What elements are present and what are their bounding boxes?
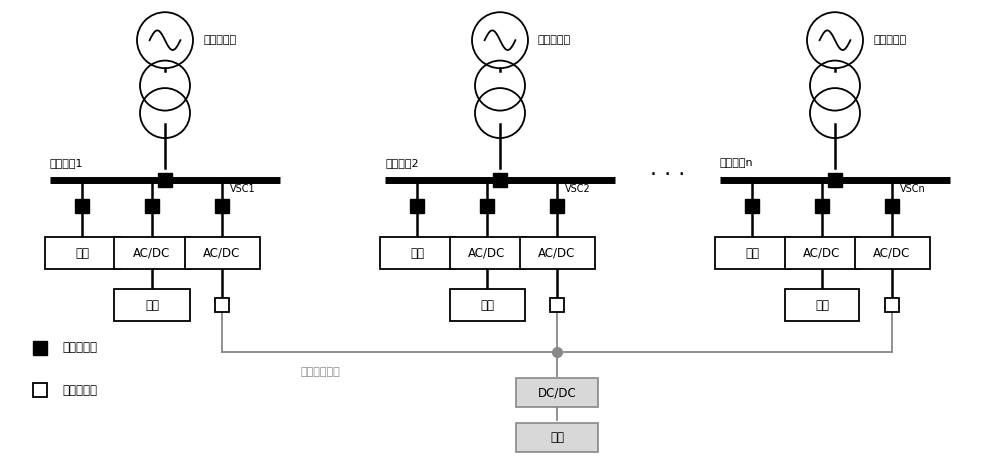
Text: VSC2: VSC2 (565, 184, 591, 194)
FancyBboxPatch shape (828, 173, 842, 187)
Text: AC/DC: AC/DC (203, 246, 241, 260)
Text: 光伏: 光伏 (815, 298, 829, 312)
Text: 光伏: 光伏 (480, 298, 494, 312)
Text: 负荷: 负荷 (75, 246, 89, 260)
FancyBboxPatch shape (520, 237, 594, 269)
Text: VSCn: VSCn (900, 184, 926, 194)
Text: 公共直流线路: 公共直流线路 (300, 367, 340, 377)
FancyBboxPatch shape (45, 237, 120, 269)
FancyBboxPatch shape (516, 378, 598, 407)
FancyBboxPatch shape (815, 199, 829, 213)
Text: 上级配电网: 上级配电网 (203, 35, 236, 45)
Text: 上级配电网: 上级配电网 (873, 35, 906, 45)
FancyBboxPatch shape (184, 237, 260, 269)
FancyBboxPatch shape (885, 199, 899, 213)
FancyBboxPatch shape (714, 237, 790, 269)
FancyBboxPatch shape (854, 237, 930, 269)
Text: AC/DC: AC/DC (133, 246, 171, 260)
Text: 光伏: 光伏 (145, 298, 159, 312)
FancyBboxPatch shape (480, 199, 494, 213)
FancyBboxPatch shape (550, 298, 564, 312)
FancyBboxPatch shape (745, 199, 759, 213)
Text: 交流断路器: 交流断路器 (62, 341, 97, 354)
Text: 上级配电网: 上级配电网 (538, 35, 571, 45)
FancyBboxPatch shape (784, 289, 859, 321)
FancyBboxPatch shape (145, 199, 159, 213)
Text: VSC1: VSC1 (230, 184, 256, 194)
Text: 直流断路器: 直流断路器 (62, 384, 97, 397)
FancyBboxPatch shape (114, 237, 190, 269)
FancyBboxPatch shape (516, 423, 598, 452)
Text: AC/DC: AC/DC (468, 246, 506, 260)
Text: AC/DC: AC/DC (538, 246, 576, 260)
FancyBboxPatch shape (380, 237, 454, 269)
Text: 交流微网1: 交流微网1 (50, 158, 84, 168)
Text: · · ·: · · · (650, 165, 685, 185)
FancyBboxPatch shape (450, 289, 524, 321)
Text: 储能: 储能 (550, 431, 564, 444)
FancyBboxPatch shape (550, 199, 564, 213)
FancyBboxPatch shape (33, 341, 47, 355)
FancyBboxPatch shape (33, 383, 47, 397)
FancyBboxPatch shape (158, 173, 172, 187)
FancyBboxPatch shape (410, 199, 424, 213)
FancyBboxPatch shape (215, 298, 229, 312)
FancyBboxPatch shape (493, 173, 507, 187)
Text: 交流微网n: 交流微网n (720, 158, 754, 168)
Text: DC/DC: DC/DC (538, 386, 576, 399)
Text: 交流微网2: 交流微网2 (385, 158, 419, 168)
FancyBboxPatch shape (215, 199, 229, 213)
Text: AC/DC: AC/DC (803, 246, 841, 260)
FancyBboxPatch shape (885, 298, 899, 312)
FancyBboxPatch shape (114, 289, 190, 321)
FancyBboxPatch shape (450, 237, 524, 269)
Text: 负荷: 负荷 (410, 246, 424, 260)
Text: AC/DC: AC/DC (873, 246, 911, 260)
Text: 负荷: 负荷 (745, 246, 759, 260)
FancyBboxPatch shape (784, 237, 859, 269)
FancyBboxPatch shape (75, 199, 89, 213)
